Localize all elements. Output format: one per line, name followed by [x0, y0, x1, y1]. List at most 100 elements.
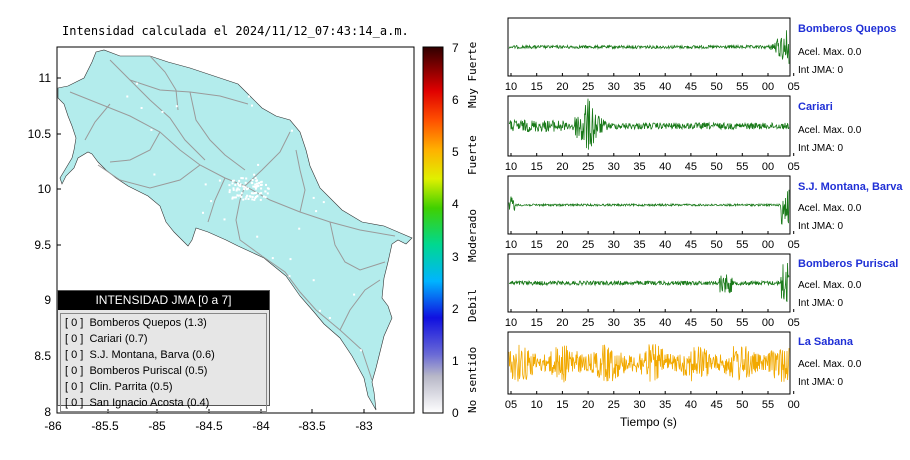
station-dot	[254, 196, 257, 198]
station-acel: Acel. Max. 0.0	[798, 125, 862, 136]
station-dot	[289, 258, 292, 261]
map-y-tick: 10	[38, 182, 52, 196]
station-int: Int JMA: 0	[798, 298, 844, 309]
station-dot	[241, 177, 244, 180]
trace-x-tick: 40	[659, 317, 671, 329]
station-int: Int JMA: 0	[798, 143, 844, 154]
station-dot	[251, 198, 254, 201]
colorbar-label-moderado: Moderado	[466, 209, 479, 262]
map-x-tick: -83	[355, 419, 373, 433]
station-dot	[291, 129, 293, 132]
station-acel: Acel. Max. 0.0	[798, 47, 862, 58]
station-dot	[259, 198, 262, 201]
station-dot	[237, 194, 240, 197]
station-acel: Acel. Max. 0.0	[798, 203, 862, 214]
station-dot	[237, 184, 240, 187]
station-dot	[247, 95, 250, 98]
trace-x-tick: 00	[762, 81, 774, 93]
station-dot	[267, 187, 270, 190]
station-dot	[322, 201, 325, 204]
trace-x-tick: 45	[685, 161, 697, 173]
seismogram-panel: 05 10 15 20 25 30 35 40 45 50 55 00	[505, 331, 800, 411]
trace-x-tick: 35	[633, 81, 645, 93]
colorbar-labels: No sentido Debil Moderado Fuerte Muy Fue…	[466, 42, 479, 413]
station-dot	[245, 177, 248, 180]
trace-x-tick: 05	[788, 239, 800, 251]
trace-x-tick: 30	[608, 81, 620, 93]
trace-x-tick: 00	[762, 317, 774, 329]
trace-x-tick: 20	[556, 81, 568, 93]
trace-x-tick: 30	[633, 399, 645, 411]
station-dot	[245, 196, 248, 199]
trace-x-tick: 05	[788, 317, 800, 329]
trace-x-tick: 25	[582, 81, 594, 93]
station-dot	[251, 179, 254, 181]
trace-x-tick: 20	[556, 161, 568, 173]
station-dot	[260, 184, 262, 186]
station-dot	[232, 187, 235, 190]
trace-x-tick: 05	[788, 81, 800, 93]
station-name: La Sabana	[798, 336, 854, 348]
trace-x-tick: 15	[531, 317, 543, 329]
station-dot	[359, 349, 362, 352]
colorbar-tick: 4	[452, 197, 459, 211]
legend-row: [ 0 ] San Ignacio Acosta (0.4)	[65, 397, 210, 409]
trace-x-tick: 10	[505, 81, 517, 93]
legend-row: [ 0 ] Cariari (0.7)	[65, 333, 148, 345]
trace-x-tick: 40	[659, 81, 671, 93]
trace-x-tick: 25	[582, 161, 594, 173]
station-dot	[328, 317, 331, 319]
station-dot	[229, 261, 232, 263]
map-x-tick: -85.5	[91, 419, 119, 433]
station-dot	[253, 198, 256, 201]
station-dot	[231, 182, 234, 185]
trace-x-tick: 25	[582, 239, 594, 251]
station-dot	[258, 192, 261, 195]
station-dot	[231, 197, 234, 200]
station-dot	[242, 198, 245, 201]
trace-x-tick: 55	[736, 239, 748, 251]
trace-x-tick: 55	[736, 317, 748, 329]
station-dot	[254, 197, 257, 200]
trace-x-tick: 40	[685, 399, 697, 411]
station-dot	[372, 79, 375, 82]
trace-x-tick: 30	[608, 317, 620, 329]
station-dot	[98, 167, 101, 170]
station-dots	[87, 79, 375, 370]
station-dot	[232, 188, 235, 191]
station-dot	[312, 196, 315, 199]
station-dot	[243, 188, 246, 191]
station-dot	[318, 309, 321, 312]
station-dot	[243, 185, 246, 188]
station-acel: Acel. Max. 0.0	[798, 359, 862, 370]
station-dot	[235, 189, 238, 192]
colorbar-gradient	[422, 46, 444, 414]
station-dot	[253, 192, 256, 195]
station-dot	[245, 188, 248, 191]
trace-x-tick: 05	[505, 399, 517, 411]
trace-x-tick: 30	[608, 239, 620, 251]
seismogram-panel: 10 15 20 25 30 35 40 45 50 55 00 05	[505, 175, 800, 251]
station-name: Cariari	[798, 101, 833, 113]
road-network	[69, 55, 396, 381]
station-dot	[250, 181, 253, 184]
station-dot	[260, 180, 263, 183]
colorbar-tick: 0	[452, 406, 459, 420]
station-dot	[136, 82, 138, 85]
station-dot	[161, 110, 164, 113]
station-dot	[166, 227, 169, 230]
station-dot	[266, 192, 269, 195]
station-name: Bomberos Quepos	[798, 23, 897, 35]
map-y-tick: 9	[44, 293, 51, 307]
station-dot	[253, 173, 256, 176]
station-dot	[232, 179, 235, 182]
trace-x-tick: 40	[659, 239, 671, 251]
trace-x-tick: 10	[505, 239, 517, 251]
map-y-tick: 8	[44, 405, 51, 419]
trace-x-tick: 25	[608, 399, 620, 411]
station-dot	[223, 218, 226, 221]
station-dot	[256, 182, 258, 185]
station-dot	[255, 186, 258, 189]
map-x-tick: -84	[252, 419, 270, 433]
colorbar-ticks: 0 1 2 3 4 5 6 7	[452, 41, 459, 420]
